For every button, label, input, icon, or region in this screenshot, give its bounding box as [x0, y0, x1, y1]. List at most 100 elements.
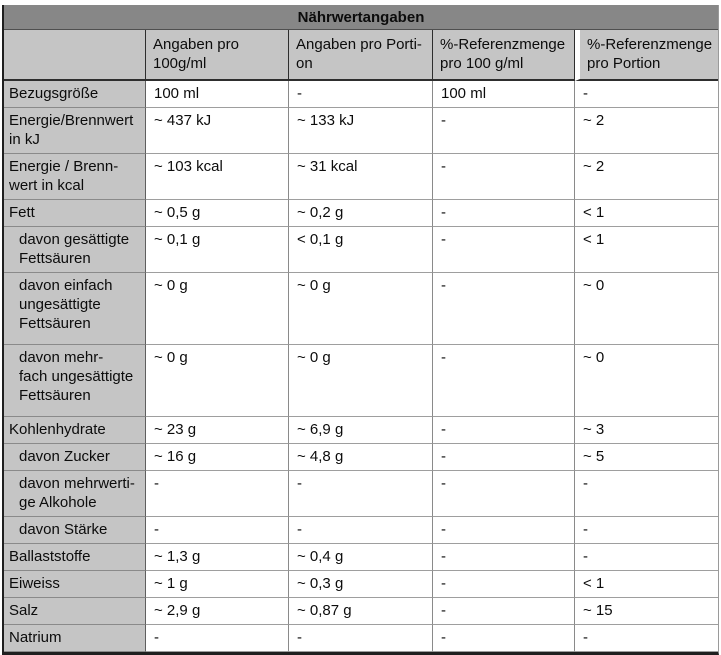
- cell-value: -: [146, 625, 289, 652]
- cell-value: ~ 0 g: [146, 345, 289, 417]
- table-row-energie-kj: Energie/Brennwert in kJ ~ 437 kJ ~ 133 k…: [4, 108, 719, 154]
- row-label: Fett: [4, 200, 146, 227]
- cell-value: ~ 133 kJ: [289, 108, 433, 154]
- row-label: davon einfach ungesättigte Fettsäuren: [4, 273, 146, 345]
- cell-value: -: [575, 471, 719, 517]
- table-row-zucker: davon Zucker ~ 16 g ~ 4,8 g - ~ 5: [4, 444, 719, 471]
- table-row-fett: Fett ~ 0,5 g ~ 0,2 g - < 1: [4, 200, 719, 227]
- cell-value: ~ 5: [575, 444, 719, 471]
- cell-value: -: [575, 544, 719, 571]
- table-row-salz: Salz ~ 2,9 g ~ 0,87 g - ~ 15: [4, 598, 719, 625]
- table-row-mehrfach-ungesaettigte: davon mehr- fach ungesättigte Fettsäuren…: [4, 345, 719, 417]
- cell-value: ~ 0: [575, 273, 719, 345]
- table-row-bezugsgroesse: Bezugsgröße 100 ml - 100 ml -: [4, 81, 719, 108]
- row-label: Energie / Brenn- wert in kcal: [4, 154, 146, 200]
- cell-value: ~ 1 g: [146, 571, 289, 598]
- cell-value: ~ 23 g: [146, 417, 289, 444]
- cell-value: ~ 0,5 g: [146, 200, 289, 227]
- cell-value: -: [433, 571, 575, 598]
- cell-value: -: [433, 345, 575, 417]
- table-row-gesaettigte-fettsaeuren: davon gesättigte Fettsäuren ~ 0,1 g < 0,…: [4, 227, 719, 273]
- cell-value: ~ 6,9 g: [289, 417, 433, 444]
- cell-value: ~ 0 g: [146, 273, 289, 345]
- cell-value: ~ 1,3 g: [146, 544, 289, 571]
- row-label: davon mehr- fach ungesättigte Fettsäuren: [4, 345, 146, 417]
- cell-value: ~ 2,9 g: [146, 598, 289, 625]
- cell-value: 100 ml: [433, 81, 575, 108]
- table-row-staerke: davon Stärke - - - -: [4, 517, 719, 544]
- cell-value: ~ 2: [575, 154, 719, 200]
- table-row-einfach-ungesaettigte: davon einfach ungesättigte Fettsäuren ~ …: [4, 273, 719, 345]
- cell-value: -: [289, 471, 433, 517]
- row-label: davon gesättigte Fettsäuren: [4, 227, 146, 273]
- cell-value: ~ 0,4 g: [289, 544, 433, 571]
- title-row: Nährwertangaben: [4, 5, 719, 30]
- cell-value: ~ 0: [575, 345, 719, 417]
- cell-value: ~ 0 g: [289, 273, 433, 345]
- cell-value: -: [433, 444, 575, 471]
- cell-value: -: [433, 227, 575, 273]
- table-row-mehrwertige-alkohole: davon mehrwerti- ge Alkohole - - - -: [4, 471, 719, 517]
- table-row-energie-kcal: Energie / Brenn- wert in kcal ~ 103 kcal…: [4, 154, 719, 200]
- col-header-ref-per-100g: %-Referenzmenge pro 100 g/ml: [433, 30, 575, 81]
- cell-value: ~ 2: [575, 108, 719, 154]
- cell-value: < 1: [575, 571, 719, 598]
- row-label: davon Zucker: [4, 444, 146, 471]
- table-row-kohlenhydrate: Kohlenhydrate ~ 23 g ~ 6,9 g - ~ 3: [4, 417, 719, 444]
- cell-value: -: [433, 598, 575, 625]
- cell-value: < 1: [575, 200, 719, 227]
- cell-value: < 0,1 g: [289, 227, 433, 273]
- cell-value: -: [575, 517, 719, 544]
- cell-value: -: [289, 625, 433, 652]
- row-label: davon mehrwerti- ge Alkohole: [4, 471, 146, 517]
- cell-value: ~ 16 g: [146, 444, 289, 471]
- table-row-eiweiss: Eiweiss ~ 1 g ~ 0,3 g - < 1: [4, 571, 719, 598]
- row-label: davon Stärke: [4, 517, 146, 544]
- cell-value: -: [575, 81, 719, 108]
- cell-value: -: [433, 517, 575, 544]
- cell-value: -: [575, 625, 719, 652]
- cell-value: -: [146, 517, 289, 544]
- cell-value: ~ 31 kcal: [289, 154, 433, 200]
- cell-value: ~ 103 kcal: [146, 154, 289, 200]
- cell-value: ~ 0 g: [289, 345, 433, 417]
- cell-value: -: [289, 517, 433, 544]
- table-title: Nährwertangaben: [4, 5, 719, 30]
- cell-value: -: [433, 625, 575, 652]
- cell-value: ~ 0,3 g: [289, 571, 433, 598]
- row-label: Ballaststoffe: [4, 544, 146, 571]
- cell-value: ~ 0,87 g: [289, 598, 433, 625]
- col-header-empty: [4, 30, 146, 81]
- cell-value: ~ 4,8 g: [289, 444, 433, 471]
- column-header-row: Angaben pro 100g/ml Angaben pro Porti- o…: [4, 30, 719, 81]
- cell-value: ~ 0,2 g: [289, 200, 433, 227]
- cell-value: ~ 15: [575, 598, 719, 625]
- table-row-ballaststoffe: Ballaststoffe ~ 1,3 g ~ 0,4 g - -: [4, 544, 719, 571]
- cell-value: -: [146, 471, 289, 517]
- col-header-per-portion: Angaben pro Porti- on: [289, 30, 433, 81]
- row-label: Eiweiss: [4, 571, 146, 598]
- cell-value: 100 ml: [146, 81, 289, 108]
- cell-value: ~ 437 kJ: [146, 108, 289, 154]
- row-label: Kohlenhydrate: [4, 417, 146, 444]
- nutrition-table: Nährwertangaben Angaben pro 100g/ml Anga…: [2, 5, 720, 655]
- row-label: Natrium: [4, 625, 146, 652]
- cell-value: ~ 3: [575, 417, 719, 444]
- cell-value: -: [433, 471, 575, 517]
- cell-value: -: [289, 81, 433, 108]
- row-label: Bezugsgröße: [4, 81, 146, 108]
- cell-value: -: [433, 108, 575, 154]
- col-header-per-100g: Angaben pro 100g/ml: [146, 30, 289, 81]
- cell-value: -: [433, 200, 575, 227]
- nutrition-table-container: Nährwertangaben Angaben pro 100g/ml Anga…: [2, 5, 720, 655]
- table-row-natrium: Natrium - - - -: [4, 625, 719, 652]
- row-label: Energie/Brennwert in kJ: [4, 108, 146, 154]
- cell-value: -: [433, 417, 575, 444]
- cell-value: -: [433, 154, 575, 200]
- cell-value: ~ 0,1 g: [146, 227, 289, 273]
- col-header-ref-per-portion: %-Referenzmenge pro Portion: [575, 30, 719, 81]
- row-label: Salz: [4, 598, 146, 625]
- cell-value: < 1: [575, 227, 719, 273]
- cell-value: -: [433, 544, 575, 571]
- cell-value: -: [433, 273, 575, 345]
